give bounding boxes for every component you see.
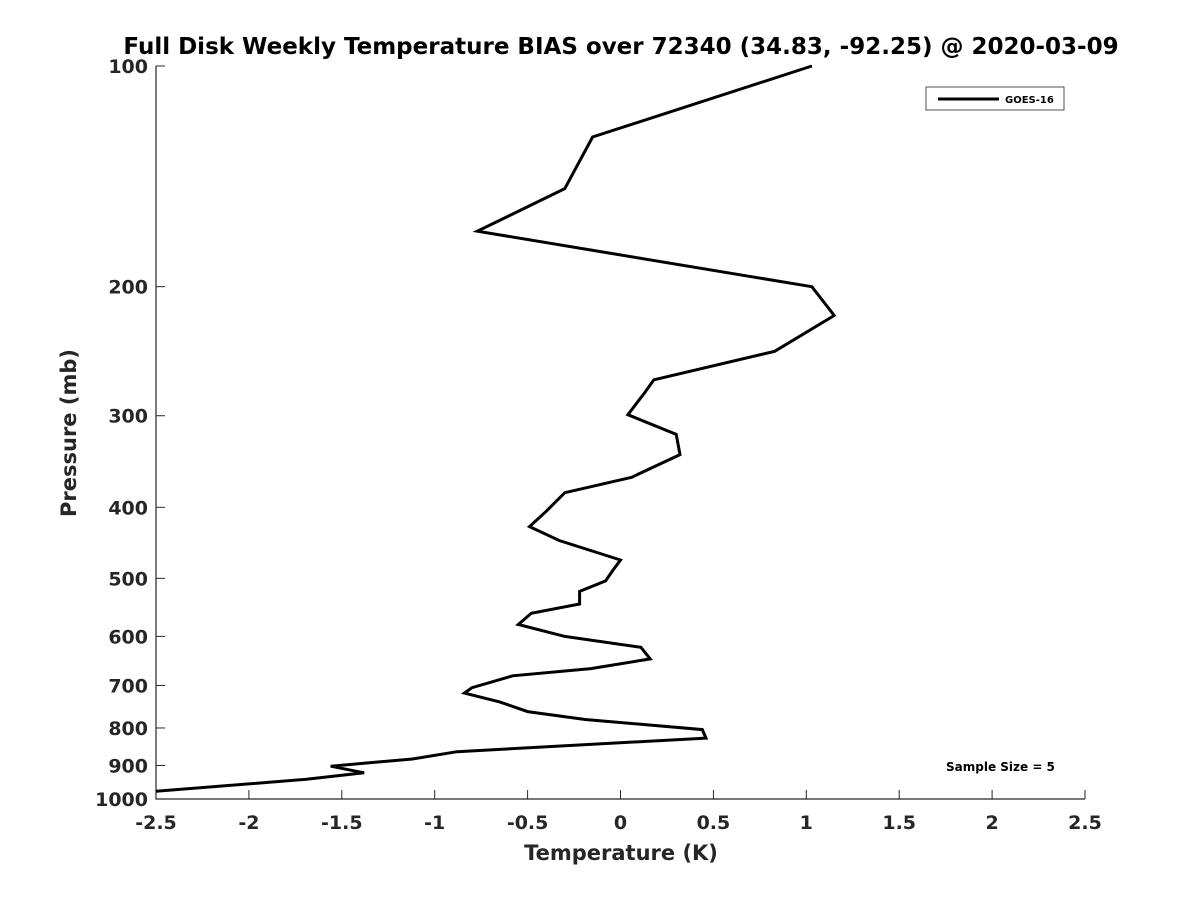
- x-tick-label: 2: [985, 812, 998, 834]
- x-tick-label: 0.5: [697, 812, 731, 834]
- y-tick-label: 600: [108, 626, 148, 648]
- y-tick-label: 800: [108, 718, 148, 740]
- x-tick-label: -2.5: [135, 812, 177, 834]
- y-tick-label: 700: [108, 675, 148, 697]
- x-tick-label: 2.5: [1068, 812, 1102, 834]
- x-tick-label: 0: [614, 812, 627, 834]
- x-axis: -2.5 -2 -1.5 -1 -0.5 0 0.5 1 1.5 2 2.5: [135, 790, 1102, 834]
- legend-label-goes-16: GOES-16: [1005, 95, 1054, 106]
- x-axis-label: Temperature (K): [524, 841, 718, 865]
- plot-area: [155, 66, 1085, 800]
- axes-frame: [155, 66, 1085, 800]
- series-line-goes-16: [155, 64, 837, 793]
- x-tick-label: -2: [238, 812, 259, 834]
- y-tick-label: 200: [108, 277, 148, 299]
- x-tick-label: -1: [424, 812, 445, 834]
- x-tick-label: -0.5: [507, 812, 549, 834]
- y-axis: 100 200 300 400 500 600 700 800 900 1000: [95, 56, 165, 811]
- chart-title: Full Disk Weekly Temperature BIAS over 7…: [123, 34, 1118, 60]
- y-tick-label: 400: [108, 497, 148, 519]
- y-tick-label: 500: [108, 568, 148, 590]
- x-tick-label: -1.5: [321, 812, 363, 834]
- y-tick-label: 900: [108, 755, 148, 777]
- x-tick-label: 1.5: [882, 812, 916, 834]
- y-tick-label: 100: [108, 56, 148, 78]
- y-axis-label: Pressure (mb): [57, 349, 81, 517]
- sample-size-annotation: Sample Size = 5: [946, 760, 1055, 774]
- x-tick-label: 1: [800, 812, 813, 834]
- y-tick-label: 300: [108, 406, 148, 428]
- y-tick-label: 1000: [95, 789, 148, 811]
- legend: GOES-16: [925, 86, 1065, 111]
- series-layer: [155, 64, 837, 793]
